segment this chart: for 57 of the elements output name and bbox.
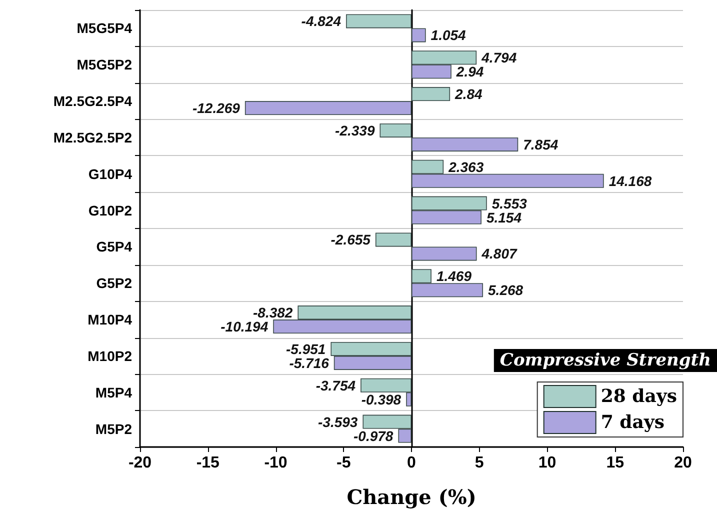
data-label: -5.716 <box>289 354 330 371</box>
bar <box>412 246 477 261</box>
x-tick-label: 15 <box>606 454 624 472</box>
bar <box>244 101 412 116</box>
data-label: 4.807 <box>480 246 518 262</box>
legend-title: Compressive Strength <box>500 350 712 370</box>
y-tick-label: M5G5P4 <box>76 20 132 36</box>
data-label: -12.269 <box>192 100 240 116</box>
y-tick-label: M10P2 <box>88 348 132 364</box>
data-label: 5.553 <box>492 195 528 212</box>
data-label: -10.194 <box>220 318 268 335</box>
y-tick-label: M2.5G2.5P4 <box>53 93 132 110</box>
data-label: -0.978 <box>354 428 394 444</box>
data-label: -0.398 <box>361 391 402 408</box>
y-tick-label: M2.5G2.5P2 <box>53 129 132 146</box>
legend-label: 7 days <box>600 412 664 433</box>
data-label: -2.655 <box>330 232 371 248</box>
bar <box>375 232 412 247</box>
x-tick-label: 10 <box>538 454 556 472</box>
y-tick-label: M5P2 <box>95 420 132 437</box>
data-label: 1.469 <box>436 268 472 284</box>
y-tick-label: M10P4 <box>88 312 132 328</box>
x-tick-label: -15 <box>196 454 220 472</box>
y-tick-label: G5P4 <box>96 238 132 255</box>
x-tick-label: 20 <box>674 454 692 472</box>
legend-label: 28 days <box>600 386 678 407</box>
data-label: -3.754 <box>316 377 356 394</box>
x-tick-label: 0 <box>407 454 416 472</box>
x-tick-label: -20 <box>128 454 152 472</box>
data-label: 2.363 <box>448 158 484 175</box>
y-tick-label: G10P2 <box>88 202 132 218</box>
y-tick-label: G10P4 <box>88 166 132 182</box>
x-axis-title: Change (%) <box>346 485 476 509</box>
y-tick-label: M5G5P2 <box>76 56 132 73</box>
data-label: -2.339 <box>335 122 375 138</box>
data-label: 2.84 <box>454 86 483 102</box>
data-label: -4.824 <box>301 13 342 30</box>
data-label: 14.168 <box>608 172 652 189</box>
bar <box>380 123 412 138</box>
x-tick-label: -5 <box>336 454 351 472</box>
bar <box>412 87 450 102</box>
bar <box>412 137 518 152</box>
data-label: 5.154 <box>486 209 522 226</box>
data-label: 4.794 <box>480 50 517 66</box>
y-tick-label: G5P2 <box>96 275 132 292</box>
data-label: -5.951 <box>286 340 326 357</box>
data-label: 5.268 <box>488 282 524 298</box>
data-label: -8.382 <box>253 304 293 321</box>
y-tick-label: M5P4 <box>95 384 132 400</box>
x-tick-label: 5 <box>474 454 484 472</box>
bar <box>346 14 412 28</box>
data-label: 2.94 <box>455 64 484 80</box>
bar <box>412 28 426 42</box>
x-tick-label: -10 <box>264 454 288 472</box>
data-label: -3.593 <box>318 414 358 430</box>
data-label: 7.854 <box>523 136 558 152</box>
data-label: 1.054 <box>430 27 466 44</box>
